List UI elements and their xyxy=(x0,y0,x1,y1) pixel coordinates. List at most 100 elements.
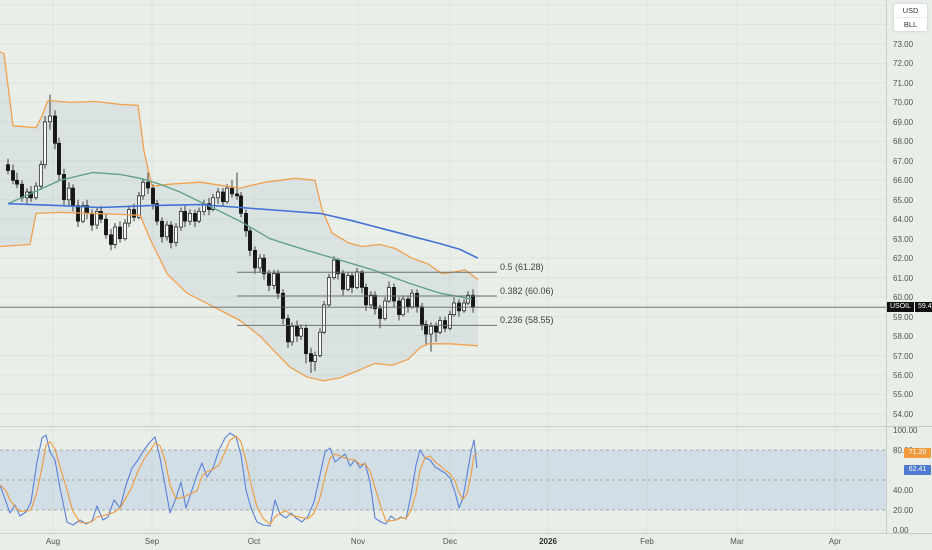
bollinger-lower-line xyxy=(0,211,479,382)
stoch-d-line xyxy=(0,435,478,525)
indicator-axis-label: 40.00 xyxy=(893,486,914,495)
candle-down xyxy=(239,195,243,214)
candle-up xyxy=(410,292,414,308)
candle-down xyxy=(378,308,382,319)
candle-down xyxy=(11,170,15,181)
time-axis-label: Apr xyxy=(828,537,842,546)
candles-layer xyxy=(6,94,475,373)
candle-down xyxy=(420,306,424,325)
candle-down xyxy=(350,275,354,288)
fib-label: 0.5 (61.28) xyxy=(500,262,544,272)
candle-down xyxy=(244,213,248,232)
candle-up xyxy=(322,304,326,333)
price-axis-label: 71.00 xyxy=(893,79,914,88)
candle-up xyxy=(258,257,262,269)
candle-down xyxy=(304,327,308,354)
candle-down xyxy=(336,259,340,275)
candle-up xyxy=(299,327,303,337)
ma-blue-line xyxy=(7,202,479,259)
price-axis-label: 60.00 xyxy=(893,293,914,302)
price-axis-label: 55.00 xyxy=(893,390,914,399)
candle-up xyxy=(39,164,43,187)
price-axis-label: 59.00 xyxy=(893,313,914,322)
unit-button[interactable]: BLL xyxy=(894,17,927,31)
candle-down xyxy=(183,211,187,222)
candle-down xyxy=(20,183,24,199)
candle-up xyxy=(332,259,336,278)
candle-up xyxy=(387,287,391,302)
candle-up xyxy=(327,277,331,306)
candle-down xyxy=(132,209,136,218)
price-axis-label: 62.00 xyxy=(893,254,914,263)
candle-up xyxy=(43,121,47,166)
candle-up xyxy=(346,275,350,290)
time-axis-label: Oct xyxy=(247,537,261,546)
indicator-axis-label: 100.00 xyxy=(893,426,918,435)
candle-down xyxy=(155,203,159,222)
candle-up xyxy=(438,320,442,333)
price-axis-label: 65.00 xyxy=(893,196,914,205)
candle-down xyxy=(248,230,252,251)
candle-up xyxy=(174,226,178,243)
candle-up xyxy=(313,355,317,362)
candle-up xyxy=(123,222,127,240)
price-axis-label: 58.00 xyxy=(893,332,914,341)
indicator-axis-label: 20.00 xyxy=(893,506,914,515)
candle-up xyxy=(141,181,145,197)
candle-up xyxy=(369,294,373,306)
bollinger-upper-line xyxy=(0,51,479,281)
candle-down xyxy=(160,220,164,238)
candle-down xyxy=(309,353,313,362)
price-axis-label: 70.00 xyxy=(893,98,914,107)
candle-up xyxy=(48,115,52,123)
candle-up xyxy=(290,325,294,343)
price-axis-label: 66.00 xyxy=(893,176,914,185)
candle-down xyxy=(235,193,239,197)
candle-up xyxy=(179,211,183,228)
fib-label: 0.236 (58.55) xyxy=(500,315,554,325)
candle-down xyxy=(193,213,197,222)
candle-down xyxy=(230,187,234,195)
candle-down xyxy=(71,187,75,206)
candle-down xyxy=(62,174,66,201)
time-axis-label: Aug xyxy=(45,537,61,546)
bollinger-fill xyxy=(0,51,478,381)
candle-down xyxy=(434,325,438,333)
candle-down xyxy=(295,325,299,337)
candle-down xyxy=(424,324,428,335)
candle-down xyxy=(6,164,10,171)
candle-up xyxy=(429,325,433,335)
candle-up xyxy=(211,197,215,210)
candle-down xyxy=(15,179,19,185)
candle-up xyxy=(165,224,169,238)
time-axis-label: 2026 xyxy=(539,537,557,546)
currency-button[interactable]: USD xyxy=(902,6,919,15)
price-axis-label: 69.00 xyxy=(893,118,914,127)
candle-up xyxy=(188,213,192,222)
candle-down xyxy=(53,115,57,144)
time-axis-label: Nov xyxy=(350,537,366,546)
candle-down xyxy=(99,211,103,220)
indicator-axis-label: 80.00 xyxy=(893,446,913,455)
candle-down xyxy=(286,318,290,343)
candle-down xyxy=(262,257,266,275)
candle-up xyxy=(127,209,131,224)
candle-down xyxy=(281,292,285,319)
candle-down xyxy=(415,292,419,308)
price-axis-label: 61.00 xyxy=(893,274,914,283)
candle-down xyxy=(373,294,377,310)
price-axis-label: 64.00 xyxy=(893,215,914,224)
candle-down xyxy=(90,213,94,226)
candle-down xyxy=(146,181,150,189)
time-axis-label: Feb xyxy=(640,537,654,546)
stoch-k-line xyxy=(0,432,478,527)
candle-up xyxy=(225,187,229,203)
price-axis-label: 67.00 xyxy=(893,157,914,166)
time-axis-label: Sep xyxy=(144,537,160,546)
candle-up xyxy=(216,191,220,199)
time-axis-label: Dec xyxy=(442,537,458,546)
candle-down xyxy=(471,294,475,308)
indicator-axis-label: 0.00 xyxy=(893,526,909,535)
